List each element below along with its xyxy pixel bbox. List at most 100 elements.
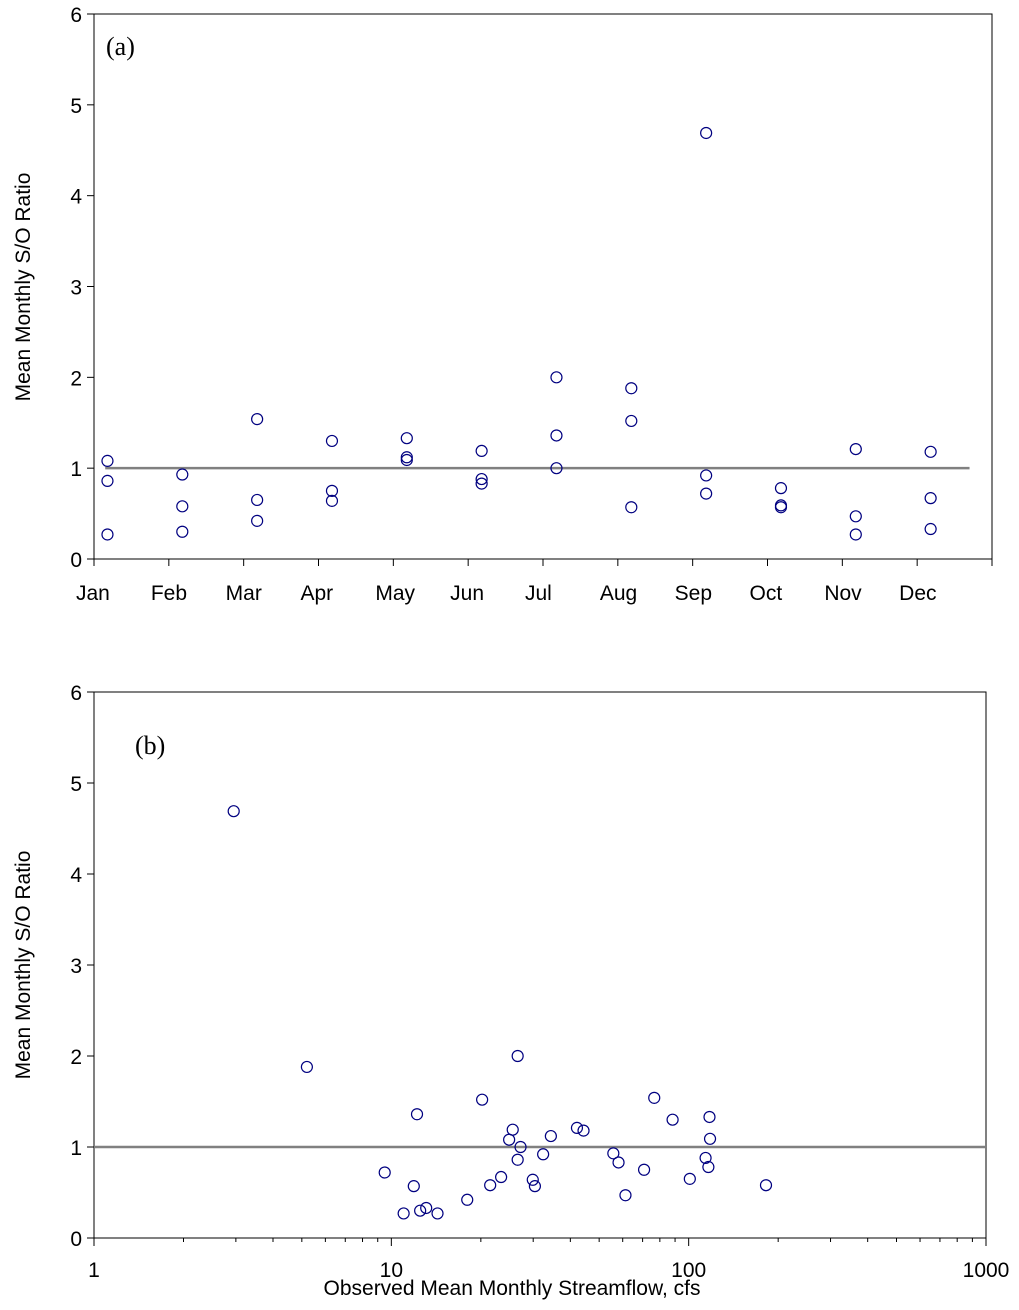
data-point-feb <box>176 500 189 513</box>
data-point <box>300 1060 313 1074</box>
panel-a-label: (a) <box>106 32 135 61</box>
panel-b-plot-frame <box>93 691 987 1239</box>
y-tick-label: 4 <box>70 864 82 887</box>
data-point <box>537 1148 550 1161</box>
data-point-jun <box>475 477 488 490</box>
y-tick-label: 2 <box>70 367 82 390</box>
data-point <box>484 1179 497 1192</box>
data-point-apr <box>325 494 339 507</box>
data-point <box>619 1189 632 1202</box>
x-tick-label: 1000 <box>963 1259 1010 1282</box>
data-point-dec <box>924 445 937 458</box>
data-point-oct <box>774 501 788 514</box>
x-tick-label: 1 <box>88 1259 100 1282</box>
x-tick-label-sep: Sep <box>675 582 712 605</box>
data-point-nov <box>849 442 862 456</box>
y-tick-label: 3 <box>70 277 82 300</box>
data-point <box>407 1180 420 1193</box>
data-point <box>506 1123 519 1136</box>
x-tick-label: 10 <box>380 1259 403 1282</box>
data-point <box>648 1091 661 1104</box>
panel-b-x-ticks: 1 10 100 1000 <box>88 1238 1009 1282</box>
data-point-sep <box>700 469 713 482</box>
data-point-jan <box>101 474 114 487</box>
x-tick-label-mar: Mar <box>226 582 262 605</box>
panel-b-streamflow-scatter: (b) Mean Monthly S/O Ratio Observed Mean… <box>12 682 1009 1300</box>
data-point <box>612 1156 625 1169</box>
data-point-sep <box>700 487 713 500</box>
data-point <box>397 1207 410 1220</box>
data-point <box>511 1049 524 1063</box>
data-point-nov <box>849 528 862 541</box>
data-point-may <box>400 451 413 464</box>
data-point <box>570 1121 584 1134</box>
data-point-aug <box>625 501 638 514</box>
data-point <box>666 1113 679 1126</box>
data-point <box>414 1204 427 1217</box>
panel-a-y-axis-label: Mean Monthly S/O Ratio <box>12 173 35 402</box>
x-tick-label-aug: Aug <box>600 582 637 605</box>
data-point <box>607 1147 620 1160</box>
panel-b-y-ticks: 0 1 2 3 4 5 6 <box>70 682 94 1251</box>
data-point <box>495 1170 508 1184</box>
y-tick-label: 4 <box>70 186 82 209</box>
data-point-jan <box>101 528 114 541</box>
panel-a-plot-frame <box>93 13 993 560</box>
y-tick-label: 0 <box>70 1228 82 1251</box>
data-point <box>683 1172 696 1185</box>
x-tick-label-dec: Dec <box>899 582 936 605</box>
x-tick-label-feb: Feb <box>151 582 187 605</box>
data-point <box>577 1124 590 1137</box>
x-tick-label-may: May <box>375 582 415 605</box>
panel-b-data-points <box>227 805 773 1220</box>
data-point <box>431 1207 444 1220</box>
data-point-jul <box>550 429 563 442</box>
data-point <box>526 1173 539 1186</box>
y-tick-label: 2 <box>70 1046 82 1069</box>
data-point <box>544 1129 557 1143</box>
x-tick-label-jun: Jun <box>450 582 484 605</box>
data-point-nov <box>849 510 862 523</box>
y-tick-label: 5 <box>70 773 82 796</box>
y-tick-label: 1 <box>70 1137 82 1160</box>
panel-a-x-ticks: Jan Feb Mar Apr May Jun Jul Aug Sep Oct Nov Dec <box>76 559 993 605</box>
data-point <box>476 1093 489 1106</box>
data-point <box>511 1153 524 1166</box>
data-point-feb <box>176 468 189 481</box>
data-point-jun <box>475 444 488 458</box>
panel-a-y-ticks: 0 1 2 3 4 5 6 <box>70 4 94 572</box>
data-point-aug <box>625 382 638 395</box>
data-point <box>703 1132 717 1145</box>
data-point <box>528 1180 542 1193</box>
y-tick-label: 3 <box>70 955 82 978</box>
data-point-dec <box>924 522 937 536</box>
x-tick-label-oct: Oct <box>750 582 783 605</box>
x-tick-label-jul: Jul <box>525 582 552 605</box>
data-point <box>461 1193 474 1206</box>
data-point <box>514 1140 527 1154</box>
panel-b-x-axis-label: Observed Mean Monthly Streamflow, cfs <box>324 1277 701 1300</box>
panel-b-y-axis-label: Mean Monthly S/O Ratio <box>12 851 35 1080</box>
data-point <box>420 1201 433 1215</box>
data-point-oct <box>774 482 788 495</box>
y-tick-label: 0 <box>70 549 82 572</box>
y-tick-label: 6 <box>70 4 82 27</box>
data-point <box>378 1166 391 1179</box>
data-point-jul <box>550 462 563 475</box>
panel-a-data-points <box>101 126 937 541</box>
panel-a-seasonal-scatter: (a) Mean Monthly S/O Ratio 0 1 2 3 4 5 6 Jan Fe… <box>12 4 993 605</box>
data-point-may <box>400 432 413 445</box>
data-point-apr <box>325 434 339 448</box>
data-point-mar <box>251 514 264 527</box>
data-point-jun <box>475 472 488 486</box>
data-point <box>703 1110 716 1124</box>
x-tick-label-nov: Nov <box>824 582 862 605</box>
x-tick-label: 100 <box>671 1259 706 1282</box>
data-point <box>637 1163 651 1176</box>
data-point-mar <box>251 493 264 507</box>
data-point <box>227 805 240 818</box>
data-point-feb <box>176 525 189 538</box>
data-point-apr <box>325 484 339 497</box>
x-tick-label-apr: Apr <box>301 582 334 605</box>
data-point-may <box>400 453 413 467</box>
